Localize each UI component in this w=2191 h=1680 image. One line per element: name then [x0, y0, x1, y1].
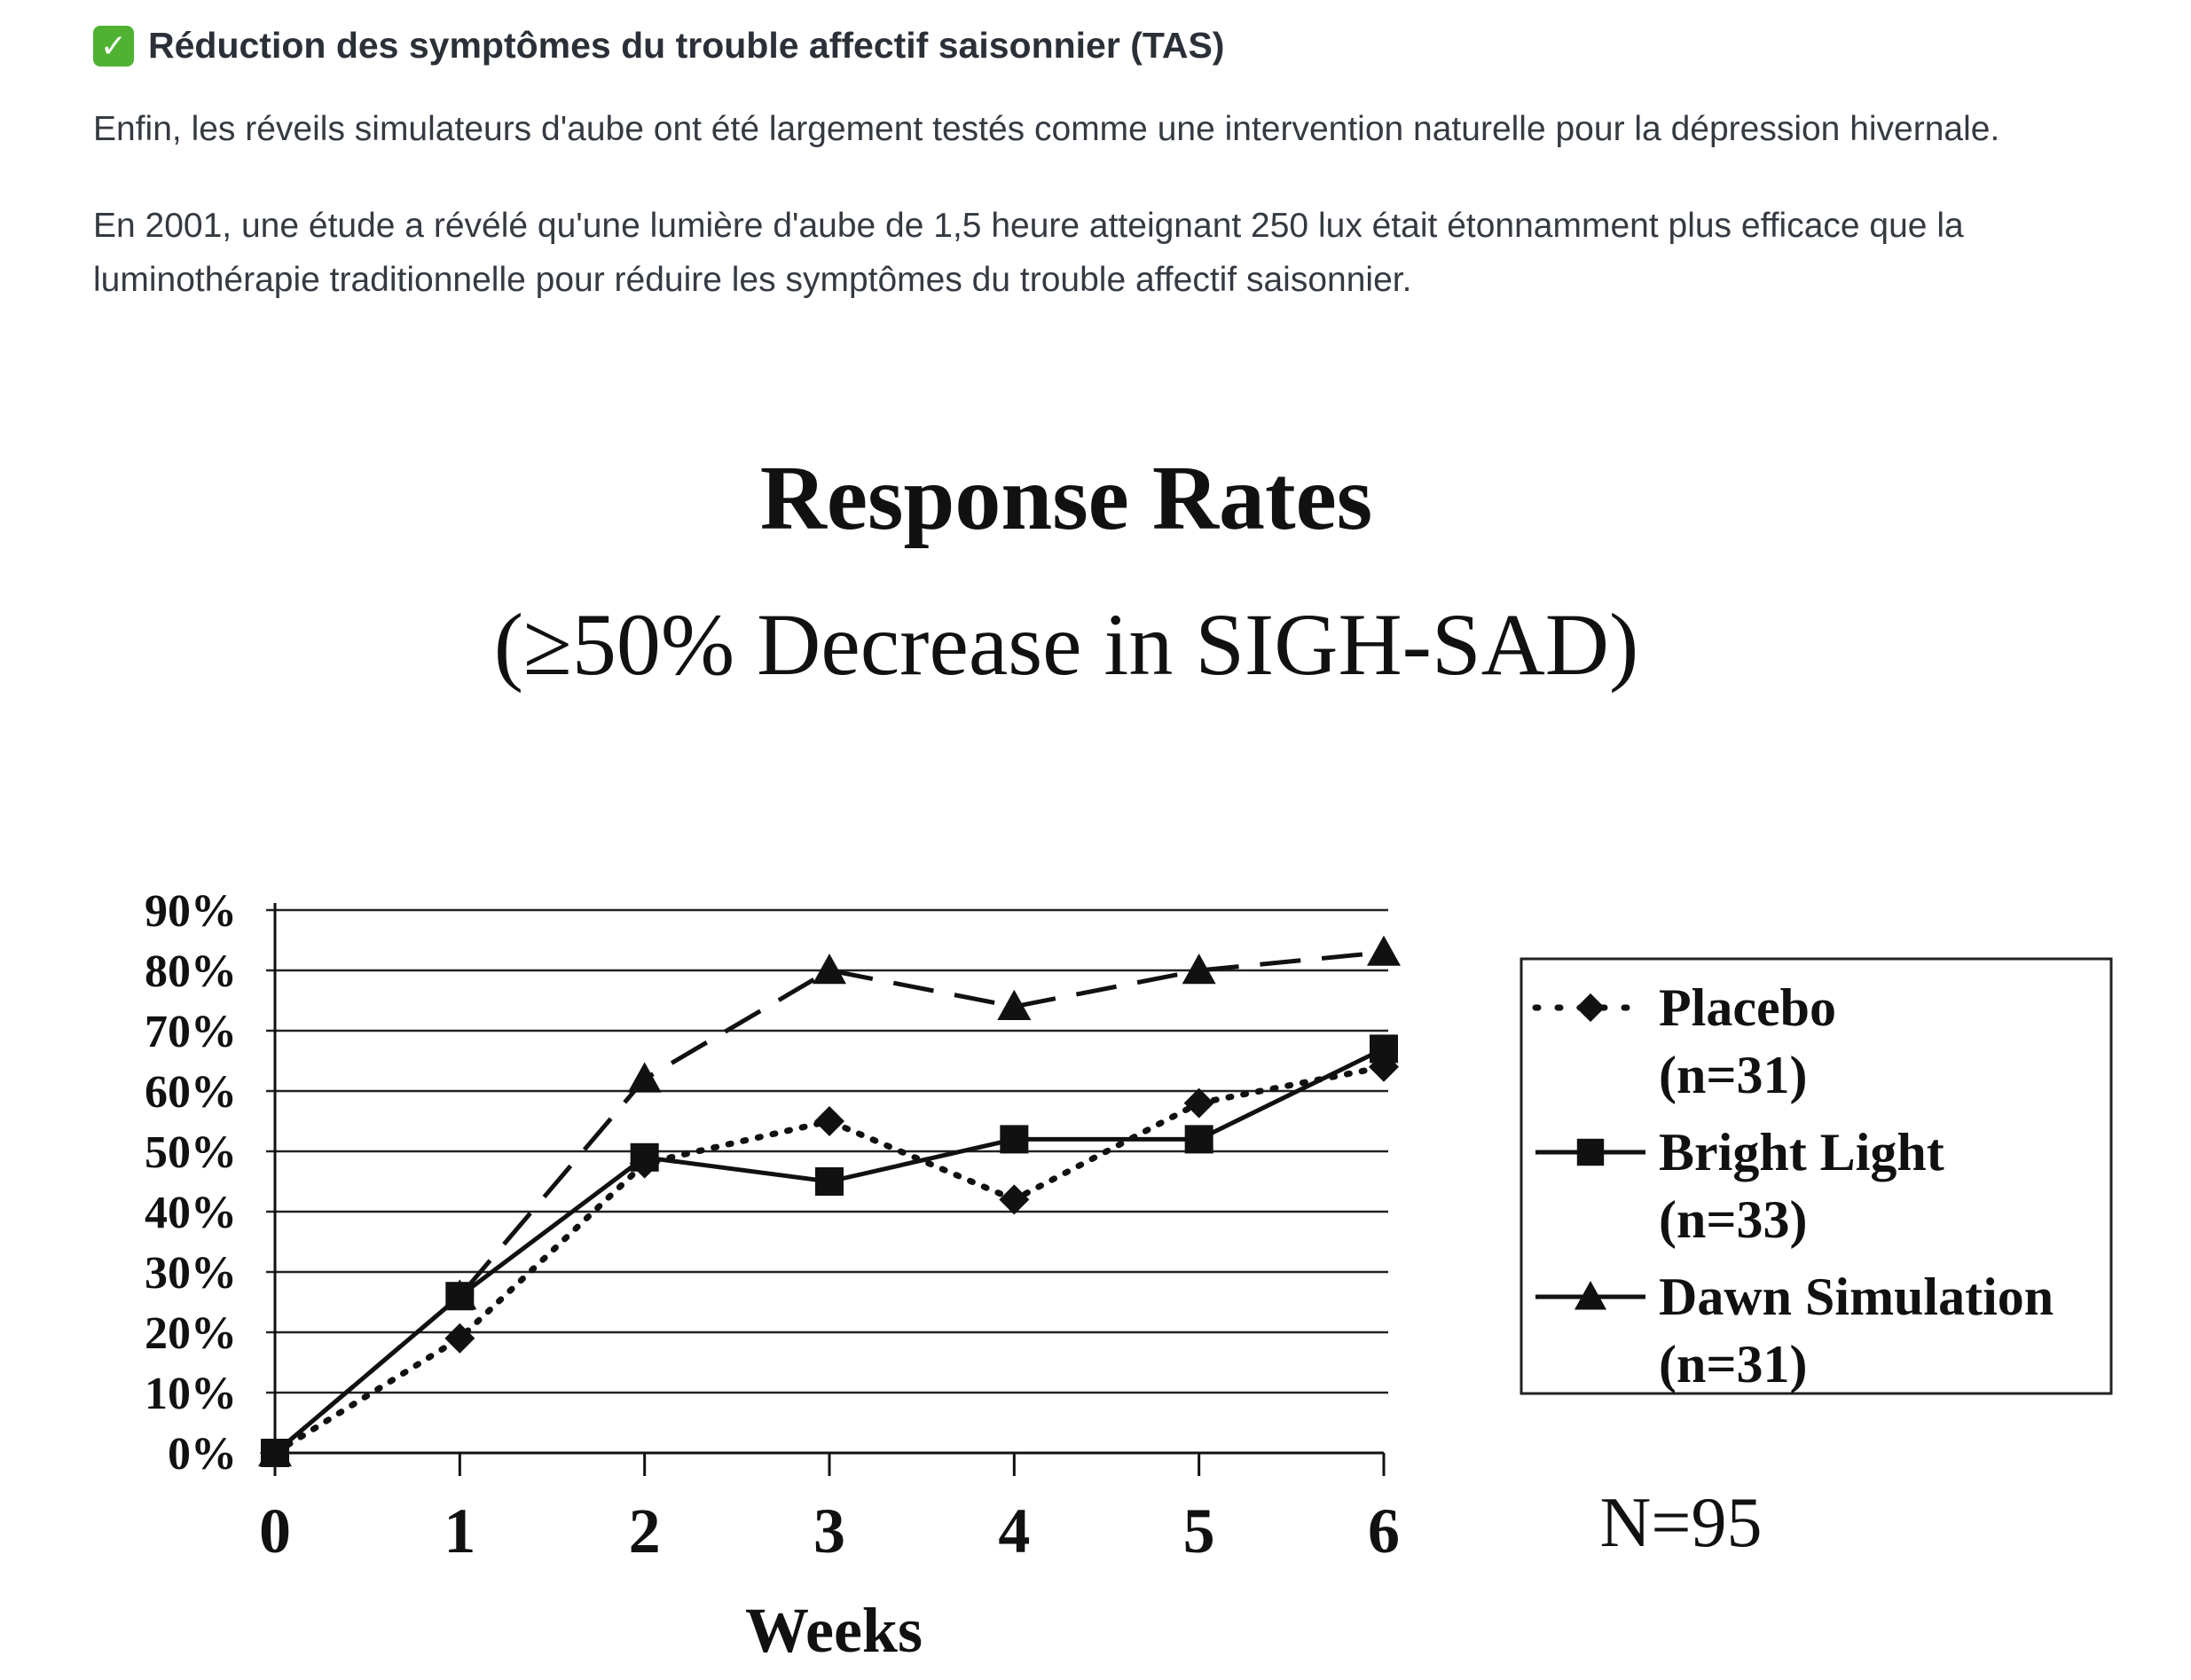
legend-sample-size: (n=33) — [1659, 1190, 1808, 1249]
data-point-square — [1000, 1125, 1029, 1154]
y-tick-label: 60% — [145, 1067, 237, 1118]
y-tick-label: 30% — [145, 1248, 237, 1299]
y-tick-label: 50% — [145, 1127, 237, 1178]
y-tick-label: 10% — [145, 1369, 237, 1419]
paragraph-intro: Enfin, les réveils simulateurs d'aube on… — [93, 110, 2000, 148]
x-tick-label: 6 — [1368, 1496, 1400, 1566]
y-tick-label: 90% — [145, 886, 237, 937]
data-point-diamond — [1183, 1087, 1214, 1119]
article: ✓ Réduction des symptômes du trouble aff… — [93, 25, 2113, 1666]
data-point-square — [815, 1167, 844, 1196]
series-line-dawn-simulation — [273, 950, 1385, 1455]
data-point-triangle — [627, 1062, 662, 1093]
legend-sample-size: (n=31) — [1659, 1335, 1808, 1393]
chart-legend: Placebo (n=31) Bright Light (n=33) Dawn Simu… — [1520, 957, 2113, 1395]
response-rates-figure: Response Rates (≥50% Decrease in SIGH-SA… — [93, 442, 2133, 1679]
legend-label: Dawn Simulation — [1659, 1268, 2054, 1326]
data-point-diamond — [444, 1323, 475, 1354]
x-tick-label: 3 — [813, 1496, 845, 1566]
chart-subtitle: (≥50% Decrease in SIGH-SAD) — [494, 595, 1639, 694]
x-axis-label: Weeks — [745, 1595, 923, 1666]
legend-box — [1520, 957, 2113, 1395]
chart-series — [258, 935, 1401, 1468]
sample-size-annotation: N=95 — [1600, 1484, 1763, 1562]
legend-marker-triangle — [1574, 1280, 1607, 1310]
data-point-square — [1370, 1034, 1398, 1064]
data-point-diamond — [999, 1184, 1030, 1215]
legend-label: Placebo — [1659, 978, 1836, 1037]
check-mark-icon: ✓ — [93, 25, 134, 67]
x-tick-label: 1 — [444, 1496, 475, 1566]
legend-marker-diamond — [1575, 993, 1606, 1023]
section-heading-text: Réduction des symptômes du trouble affec… — [148, 25, 1225, 66]
data-point-triangle — [1367, 935, 1401, 966]
legend-sample-size: (n=31) — [1659, 1046, 1808, 1104]
data-point-triangle — [258, 1436, 292, 1467]
legend-label: Bright Light — [1659, 1123, 1944, 1181]
data-point-triangle — [443, 1279, 477, 1310]
chart-title: Response Rates — [760, 447, 1372, 549]
data-point-triangle — [1182, 954, 1216, 985]
y-tick-label: 20% — [145, 1308, 237, 1359]
legend-marker-square — [1576, 1138, 1605, 1166]
x-tick-label: 4 — [998, 1496, 1030, 1566]
y-tick-label: 70% — [145, 1007, 237, 1057]
y-tick-label: 80% — [145, 946, 237, 997]
y-tick-label: 40% — [145, 1188, 237, 1238]
data-point-diamond — [814, 1106, 844, 1136]
y-tick-label: 0% — [168, 1429, 237, 1480]
chart-axes: 0% 10% 20% 30% 40% 50% 60% 70% 80% 90% 0 1 2 3 4 5 6 — [145, 886, 1400, 1566]
x-tick-label: 5 — [1183, 1496, 1215, 1566]
x-tick-label: 2 — [629, 1496, 661, 1566]
response-rates-chart: Response Rates (≥50% Decrease in SIGH-SA… — [145, 447, 2113, 1666]
section-heading: ✓ Réduction des symptômes du trouble aff… — [93, 25, 2098, 67]
data-point-triangle — [813, 954, 846, 985]
data-point-square — [630, 1142, 659, 1172]
data-point-square — [1184, 1125, 1213, 1154]
data-point-triangle — [997, 989, 1032, 1020]
x-tick-label: 0 — [259, 1496, 291, 1566]
paragraph-study: En 2001, une étude a révélé qu'une lumiè… — [93, 207, 1964, 299]
